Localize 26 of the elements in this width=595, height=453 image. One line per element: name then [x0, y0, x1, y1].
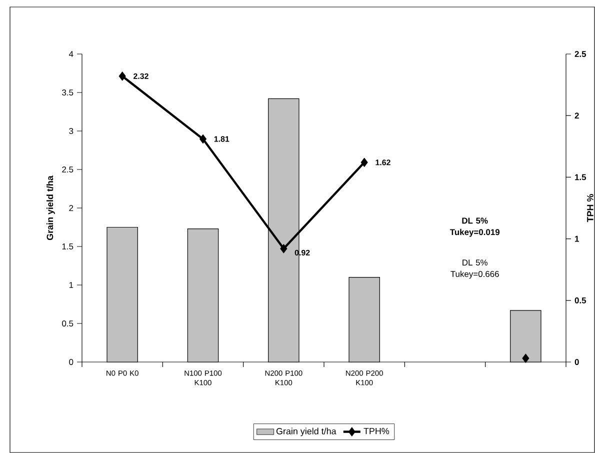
y-tick-label: 0.5 — [62, 320, 74, 326]
y-tick-label: 2.5 — [62, 166, 74, 172]
point — [360, 158, 368, 168]
y2-tick-label: 2.5 — [574, 51, 586, 57]
y-tick-label: 1.5 — [62, 244, 74, 250]
y2-tick-label: 2 — [574, 112, 579, 119]
annotation: DL 5% Tukey=0.666 — [450, 260, 499, 279]
annotation: DL 5% Tukey=0.019 — [450, 218, 500, 237]
point — [280, 244, 288, 254]
y2-tick-label: 1.5 — [575, 174, 586, 180]
y2-tick-label: 0 — [574, 359, 579, 365]
y2-axis-title: TPH % — [587, 194, 594, 222]
y2-tick-label: 1 — [575, 236, 579, 242]
y-tick-label: 0 — [69, 359, 74, 365]
legend-label: TPH% — [364, 428, 390, 434]
point — [522, 354, 530, 363]
y-axis-title: Grain yield t/ha — [46, 176, 55, 240]
point — [199, 134, 207, 144]
point — [118, 71, 126, 81]
y-tick-label: 1 — [69, 282, 74, 288]
y-tick-label: 3 — [69, 128, 74, 134]
y2-tick-label: 0.5 — [574, 297, 586, 304]
y-tick-label: 4 — [68, 51, 74, 57]
legend-label: Grain yield t/ha — [276, 428, 336, 436]
y-tick-label: 2 — [69, 205, 74, 211]
y-tick-label: 3.5 — [62, 90, 74, 96]
